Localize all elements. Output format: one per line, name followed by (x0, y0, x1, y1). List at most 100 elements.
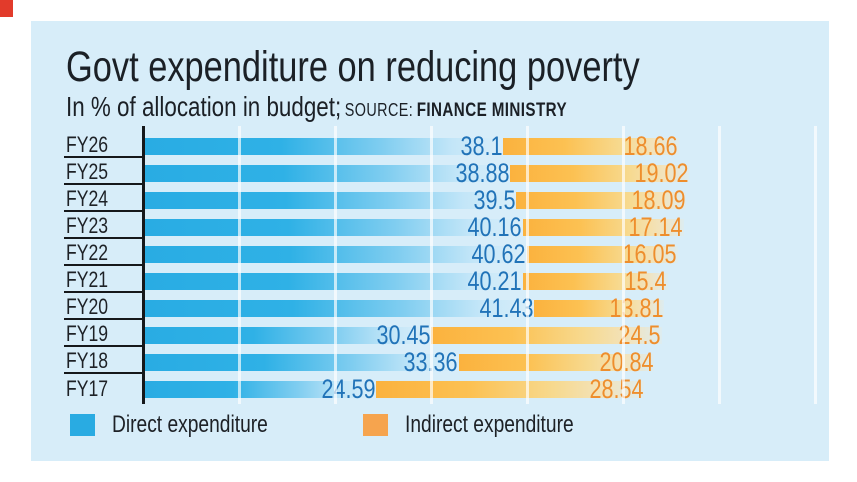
category-label: FY23 (66, 213, 109, 238)
indirect-value-label: 13.81 (596, 293, 664, 323)
category-label-cell: FY25 (64, 158, 142, 185)
category-label-cell: FY18 (64, 347, 142, 374)
legend-label-direct: Direct expenditure (112, 411, 268, 438)
direct-value-text: 38.1 (460, 131, 503, 161)
chart-row-fy26: FY26 38.1 18.66 (31, 131, 829, 160)
indirect-value-text: 19.02 (634, 158, 689, 188)
legend-label-indirect: Indirect expenditure (405, 411, 574, 438)
chart-card: Govt expenditure on reducing poverty In … (31, 21, 829, 461)
category-axis-line (142, 126, 145, 404)
bar-group: 39.5 18.09 (145, 187, 687, 214)
direct-bar-segment: 38.1 (145, 133, 504, 160)
bar-group: 38.1 18.66 (145, 133, 679, 160)
direct-value-label: 24.59 (308, 376, 375, 403)
chart-row-fy18: FY18 33.36 20.84 (31, 347, 829, 376)
category-label-cell: FY19 (64, 320, 142, 347)
corner-marker (0, 0, 13, 17)
indirect-bar-segment: 24.5 (431, 322, 662, 349)
indirect-bar-segment: 18.09 (516, 187, 687, 214)
indirect-bar-segment: 15.4 (522, 268, 668, 295)
indirect-value-label: 28.54 (576, 374, 644, 404)
gridline (526, 126, 529, 404)
category-label-cell: FY23 (64, 212, 142, 239)
chart-legend: Direct expenditure Indirect expenditure (31, 411, 829, 438)
indirect-bar-segment: 13.81 (534, 295, 665, 322)
gridline (430, 126, 433, 404)
indirect-bar-segment: 16.05 (526, 241, 678, 268)
category-label-cell: FY17 (64, 374, 142, 401)
source-label: SOURCE: (344, 100, 414, 120)
indirect-value-label: 24.5 (608, 320, 661, 350)
chart-subtitle: In % of allocation in budget; SOURCE: FI… (66, 91, 692, 127)
chart-row-fy20: FY20 41.43 13.81 (31, 293, 829, 322)
indirect-value-text: 15.4 (624, 266, 667, 296)
indirect-value-label: 17.14 (615, 214, 683, 241)
source-value: FINANCE MINISTRY (416, 100, 567, 121)
direct-value-text: 40.16 (467, 212, 522, 242)
direct-bar-segment: 24.59 (145, 376, 377, 403)
bar-group: 41.43 13.81 (145, 295, 665, 322)
indirect-value-label: 19.02 (621, 158, 689, 188)
bar-group: 40.62 16.05 (145, 241, 678, 268)
indirect-value-label: 20.84 (586, 347, 654, 377)
indirect-bar-segment: 17.14 (522, 214, 684, 241)
direct-expenditure-swatch-icon (70, 414, 95, 436)
category-label-cell: FY20 (64, 293, 142, 320)
direct-value-text: 39.5 (473, 185, 516, 215)
chart-row-fy24: FY24 39.5 18.09 (31, 185, 829, 214)
category-label: FY21 (66, 267, 109, 292)
indirect-value-label: 16.05 (609, 241, 677, 268)
gridline (622, 126, 625, 404)
direct-value-label: 39.5 (463, 185, 516, 215)
chart-row-fy17: FY17 24.59 28.54 (31, 374, 829, 403)
indirect-value-text: 24.5 (618, 320, 661, 350)
indirect-expenditure-swatch-icon (363, 414, 388, 436)
legend-item-indirect: Indirect expenditure (363, 411, 616, 438)
indirect-value-text: 28.54 (589, 374, 644, 404)
category-label: FY18 (66, 348, 109, 373)
indirect-bar-segment: 19.02 (510, 160, 690, 187)
indirect-bar-segment: 28.54 (376, 376, 645, 403)
subtitle-text: In % of allocation in budget; (66, 91, 342, 122)
bar-group: 40.16 17.14 (145, 214, 684, 241)
direct-value-label: 41.43 (466, 293, 534, 323)
page-title: Govt expenditure on reducing poverty (66, 45, 783, 89)
gridline (718, 126, 721, 404)
direct-value-text: 40.21 (467, 266, 522, 296)
indirect-value-label: 18.09 (618, 185, 686, 215)
direct-bar-segment: 38.88 (145, 160, 511, 187)
gridline (814, 126, 817, 404)
gridline (238, 126, 241, 404)
category-label: FY19 (66, 321, 109, 346)
indirect-bar-segment: 20.84 (458, 349, 655, 376)
direct-value-label: 40.16 (454, 212, 522, 242)
direct-value-text: 38.88 (455, 158, 510, 188)
direct-value-label: 38.88 (442, 158, 510, 188)
chart-row-fy25: FY25 38.88 19.02 (31, 158, 829, 187)
legend-item-direct: Direct expenditure (70, 411, 307, 438)
bar-group: 40.21 15.4 (145, 268, 668, 295)
direct-value-label: 40.62 (458, 239, 526, 269)
direct-value-label: 33.36 (390, 349, 458, 376)
indirect-value-label: 18.66 (610, 133, 677, 160)
direct-value-label: 30.45 (363, 320, 431, 350)
direct-value-text: 41.43 (479, 293, 534, 323)
indirect-value-text: 20.84 (599, 347, 654, 377)
direct-value-text: 40.62 (471, 239, 526, 269)
category-label-cell: FY22 (64, 239, 142, 266)
category-label: FY17 (66, 376, 109, 401)
category-label: FY24 (66, 186, 109, 211)
bar-group: 33.36 20.84 (145, 349, 655, 376)
gridline (334, 126, 337, 404)
indirect-value-label: 15.4 (614, 266, 667, 296)
category-label: FY20 (66, 294, 109, 319)
bar-group: 38.88 19.02 (145, 160, 690, 187)
category-label: FY26 (66, 132, 109, 157)
indirect-value-text: 18.09 (631, 185, 686, 215)
stacked-bar-chart: FY26 38.1 18.66 FY25 38.88 19.02 FY24 39.5 18.09… (31, 21, 829, 461)
category-label-cell: FY24 (64, 185, 142, 212)
direct-bar-segment: 39.5 (145, 187, 517, 214)
direct-value-text: 30.45 (376, 320, 431, 350)
indirect-value-text: 13.81 (609, 293, 664, 323)
